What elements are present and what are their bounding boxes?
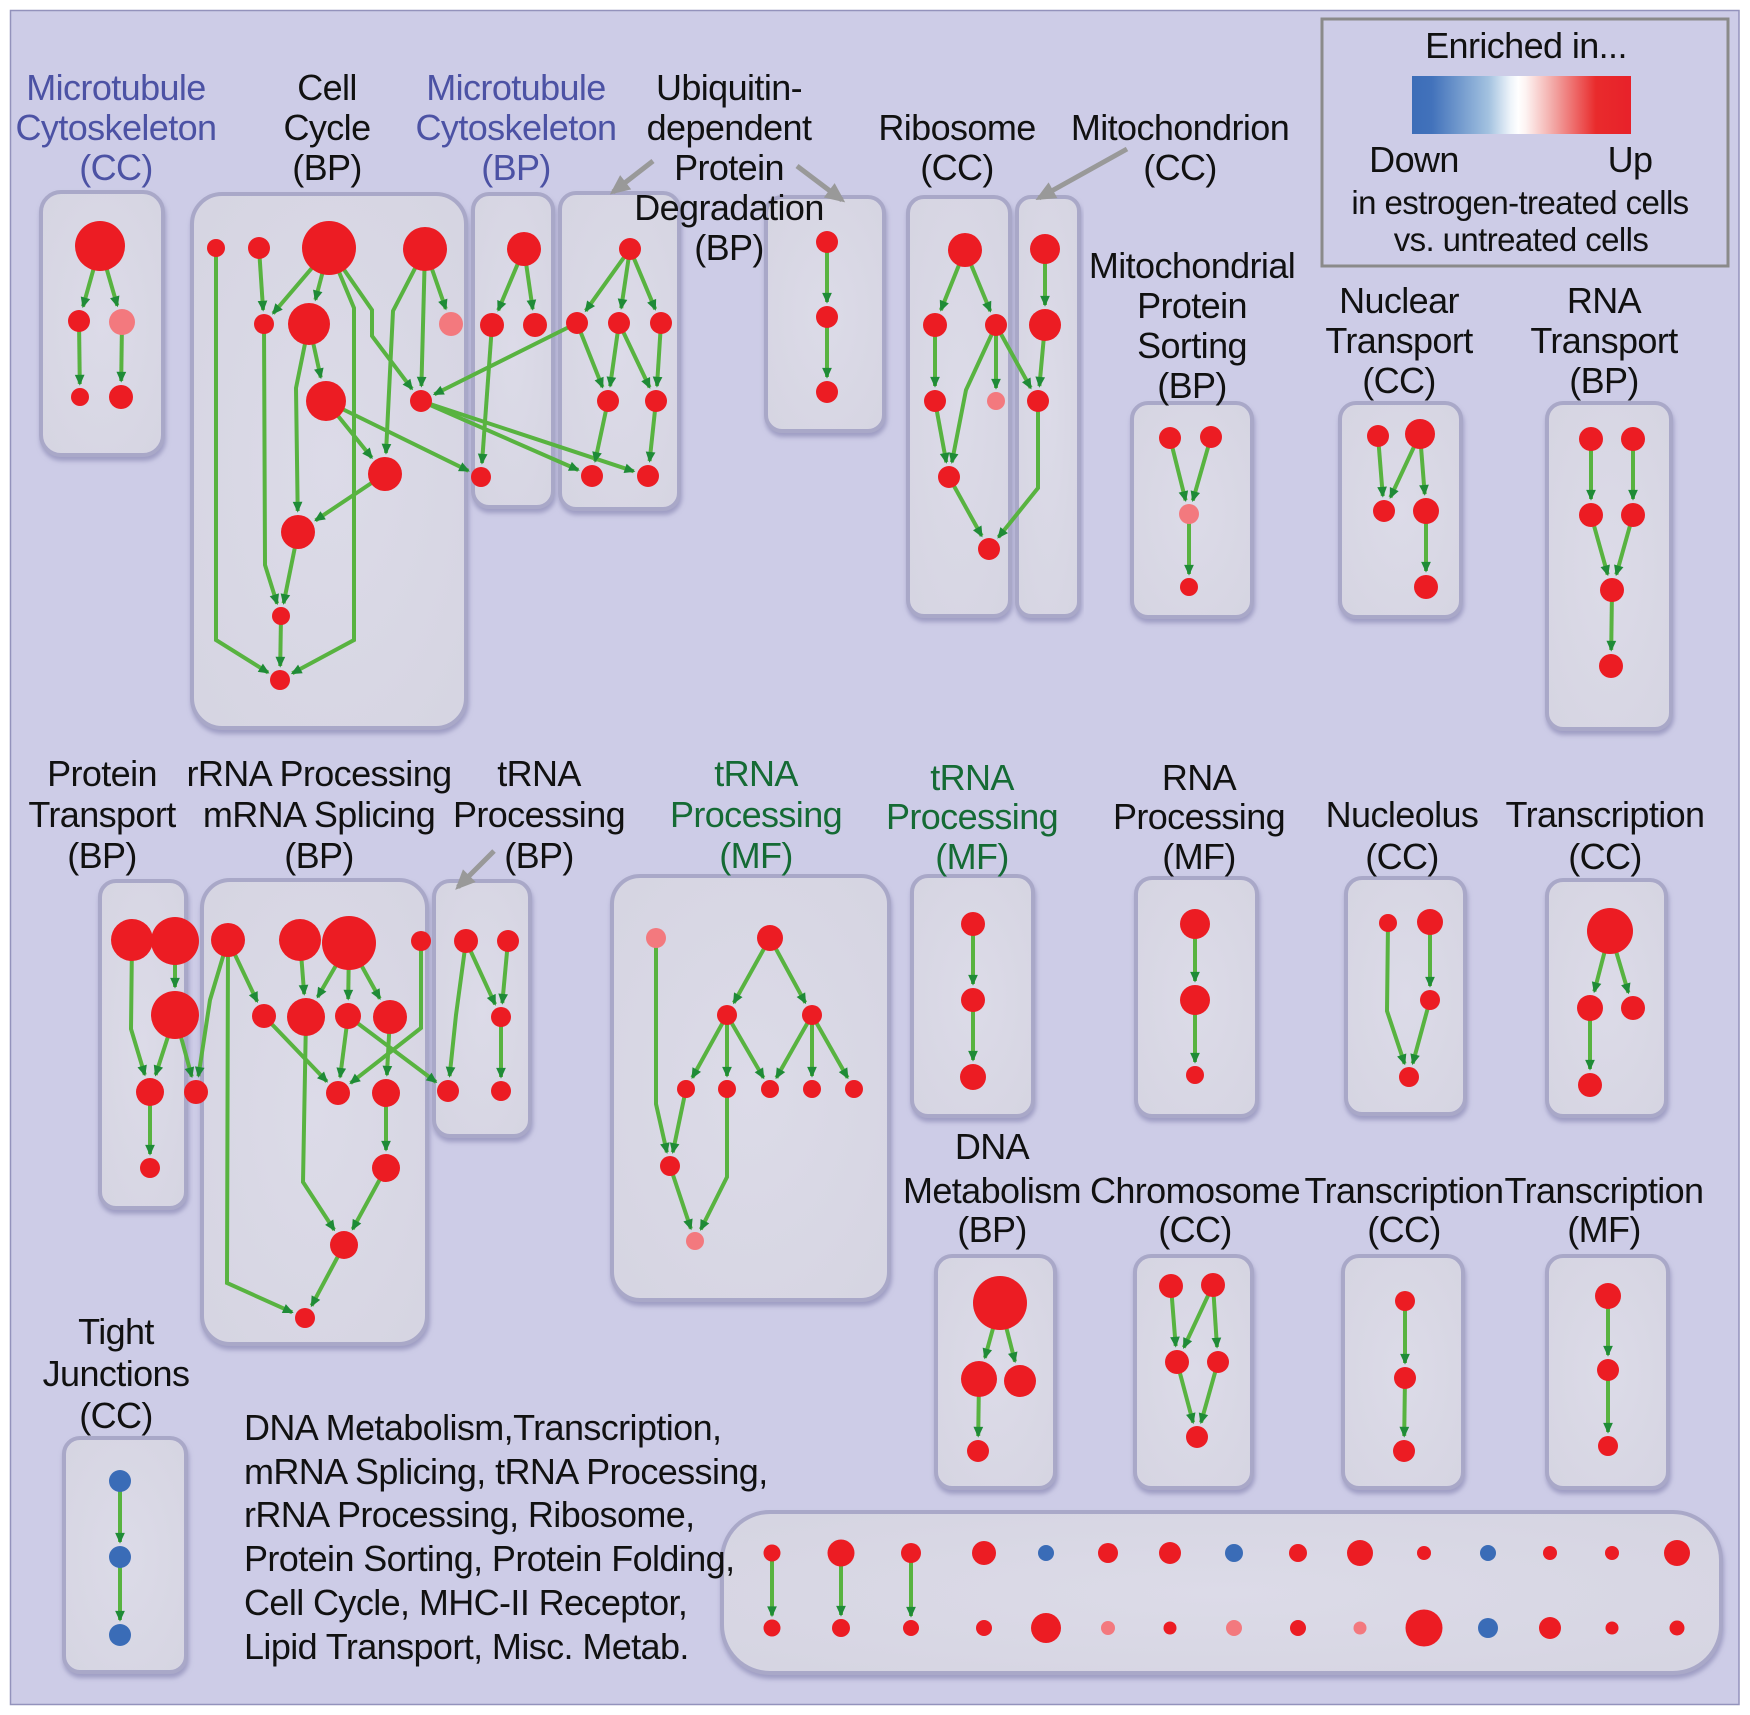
svg-text:Degradation: Degradation bbox=[634, 187, 824, 228]
svg-text:(BP): (BP) bbox=[1157, 365, 1227, 406]
svg-text:(BP): (BP) bbox=[957, 1209, 1027, 1250]
svg-text:Junctions: Junctions bbox=[43, 1353, 190, 1394]
svg-text:Transcription: Transcription bbox=[1505, 1170, 1704, 1211]
svg-text:Lipid Transport, Misc. Metab.: Lipid Transport, Misc. Metab. bbox=[244, 1626, 689, 1667]
svg-text:Processing: Processing bbox=[453, 794, 625, 835]
svg-text:mRNA Splicing: mRNA Splicing bbox=[203, 794, 435, 835]
svg-text:(BP): (BP) bbox=[694, 227, 764, 268]
svg-text:in estrogen-treated cells: in estrogen-treated cells bbox=[1351, 184, 1688, 221]
svg-text:Enriched in...: Enriched in... bbox=[1425, 25, 1627, 66]
svg-text:(BP): (BP) bbox=[284, 835, 354, 876]
svg-text:DNA Metabolism,Transcription,: DNA Metabolism,Transcription, bbox=[244, 1407, 721, 1448]
svg-text:Up: Up bbox=[1608, 139, 1653, 180]
svg-text:(CC): (CC) bbox=[1143, 147, 1217, 188]
svg-text:Cell Cycle, MHC-II Receptor,: Cell Cycle, MHC-II Receptor, bbox=[244, 1582, 687, 1623]
svg-text:Transport: Transport bbox=[1530, 320, 1678, 361]
svg-text:(MF): (MF) bbox=[935, 836, 1009, 877]
svg-text:Microtubule: Microtubule bbox=[426, 67, 605, 108]
svg-text:Protein Sorting, Protein Foldi: Protein Sorting, Protein Folding, bbox=[244, 1538, 734, 1579]
svg-text:tRNA: tRNA bbox=[714, 753, 798, 794]
svg-text:vs. untreated cells: vs. untreated cells bbox=[1394, 221, 1649, 258]
svg-text:tRNA: tRNA bbox=[930, 757, 1014, 798]
svg-text:(BP): (BP) bbox=[481, 147, 551, 188]
svg-text:Mitochondrion: Mitochondrion bbox=[1071, 107, 1289, 148]
svg-text:(BP): (BP) bbox=[1569, 360, 1639, 401]
svg-text:(CC): (CC) bbox=[79, 1395, 153, 1436]
svg-text:Nuclear: Nuclear bbox=[1339, 280, 1459, 321]
svg-text:(CC): (CC) bbox=[1158, 1209, 1232, 1250]
svg-text:(MF): (MF) bbox=[719, 835, 793, 876]
svg-text:(CC): (CC) bbox=[1362, 360, 1436, 401]
svg-text:RNA: RNA bbox=[1567, 280, 1642, 321]
svg-text:(CC): (CC) bbox=[1365, 836, 1439, 877]
svg-text:Transport: Transport bbox=[1325, 320, 1473, 361]
svg-text:Metabolism: Metabolism bbox=[903, 1170, 1081, 1211]
svg-text:Protein: Protein bbox=[674, 147, 784, 188]
svg-text:Transport: Transport bbox=[28, 794, 176, 835]
svg-text:Ribosome: Ribosome bbox=[878, 107, 1035, 148]
svg-text:DNA: DNA bbox=[955, 1126, 1030, 1167]
svg-text:Cycle: Cycle bbox=[283, 107, 370, 148]
svg-text:Transcription: Transcription bbox=[1305, 1170, 1504, 1211]
svg-text:Down: Down bbox=[1369, 139, 1459, 180]
svg-text:Nucleolus: Nucleolus bbox=[1326, 794, 1479, 835]
svg-text:Processing: Processing bbox=[886, 796, 1058, 837]
svg-text:tRNA: tRNA bbox=[497, 753, 581, 794]
svg-text:Chromosome: Chromosome bbox=[1090, 1170, 1300, 1211]
svg-text:Mitochondrial: Mitochondrial bbox=[1089, 245, 1295, 286]
svg-text:(CC): (CC) bbox=[1367, 1209, 1441, 1250]
svg-text:Protein: Protein bbox=[1137, 285, 1247, 326]
svg-text:Processing: Processing bbox=[1113, 796, 1285, 837]
svg-text:Tight: Tight bbox=[78, 1311, 154, 1352]
svg-text:Cytoskeleton: Cytoskeleton bbox=[16, 107, 217, 148]
svg-text:rRNA Processing, Ribosome,: rRNA Processing, Ribosome, bbox=[244, 1494, 695, 1535]
svg-text:rRNA Processing: rRNA Processing bbox=[186, 753, 451, 794]
svg-text:Processing: Processing bbox=[670, 794, 842, 835]
svg-text:Ubiquitin-: Ubiquitin- bbox=[656, 67, 802, 108]
svg-text:(CC): (CC) bbox=[920, 147, 994, 188]
svg-text:(BP): (BP) bbox=[292, 147, 362, 188]
svg-text:Sorting: Sorting bbox=[1137, 325, 1247, 366]
svg-text:Cell: Cell bbox=[297, 67, 357, 108]
svg-text:(BP): (BP) bbox=[67, 835, 137, 876]
svg-text:(CC): (CC) bbox=[1568, 836, 1642, 877]
svg-text:Microtubule: Microtubule bbox=[26, 67, 205, 108]
svg-text:(CC): (CC) bbox=[79, 147, 153, 188]
svg-text:(BP): (BP) bbox=[504, 835, 574, 876]
svg-text:Cytoskeleton: Cytoskeleton bbox=[416, 107, 617, 148]
svg-text:(MF): (MF) bbox=[1162, 836, 1236, 877]
svg-text:Transcription: Transcription bbox=[1506, 794, 1705, 835]
svg-text:dependent: dependent bbox=[647, 107, 812, 148]
svg-text:mRNA Splicing, tRNA Processing: mRNA Splicing, tRNA Processing, bbox=[244, 1451, 768, 1492]
svg-text:(MF): (MF) bbox=[1567, 1209, 1641, 1250]
svg-text:Protein: Protein bbox=[47, 753, 157, 794]
svg-text:RNA: RNA bbox=[1162, 757, 1237, 798]
